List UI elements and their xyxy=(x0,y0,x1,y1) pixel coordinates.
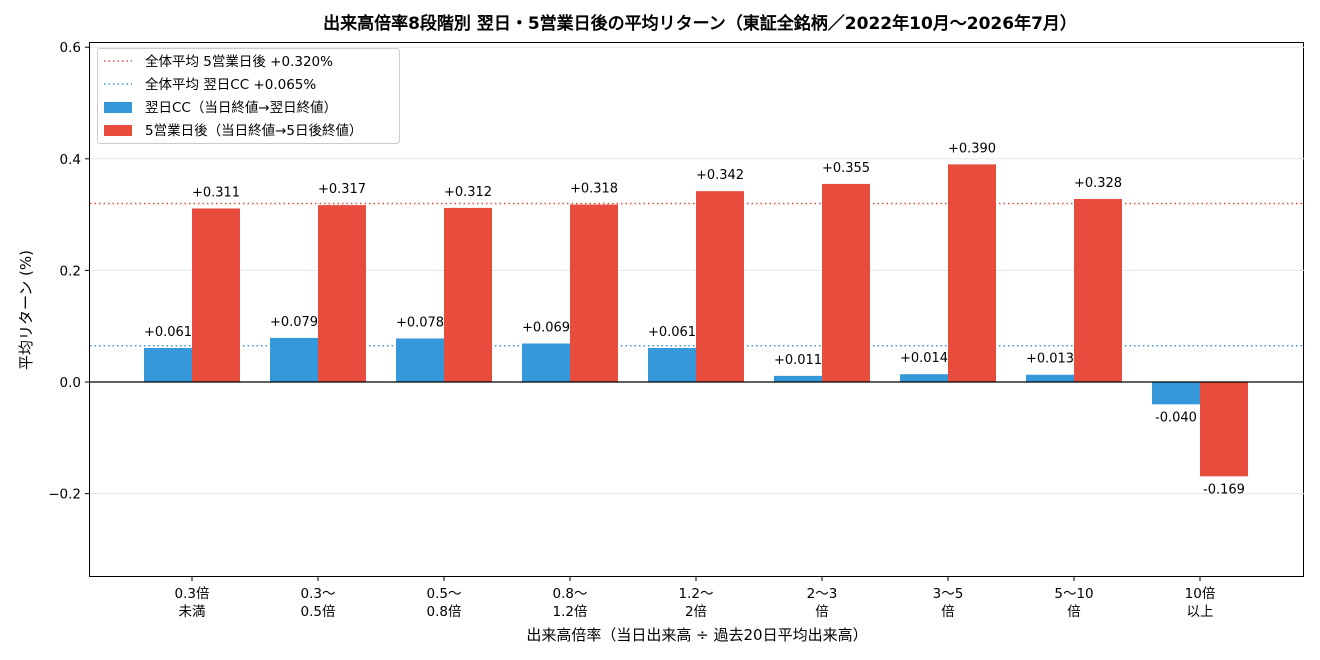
x-tick-label: 2〜3 xyxy=(807,586,838,602)
bar xyxy=(396,338,444,382)
legend-label: 5営業日後（当日終値→5日後終値） xyxy=(145,123,363,139)
legend-label: 全体平均 5営業日後 +0.320% xyxy=(145,53,333,70)
data-label: +0.079 xyxy=(270,315,318,330)
x-axis-label: 出来高倍率（当日出来高 ÷ 過去20日平均出来高） xyxy=(526,626,867,644)
x-tick-label: 以上 xyxy=(1187,604,1214,620)
y-axis-label: 平均リターン (%) xyxy=(17,250,35,370)
data-label: +0.317 xyxy=(318,182,366,197)
bar xyxy=(1026,374,1074,382)
x-tick-label: 10倍 xyxy=(1185,586,1216,602)
x-tick-label: 2倍 xyxy=(685,604,707,620)
x-tick-label: 倍 xyxy=(815,604,829,620)
y-tick-label: 0.0 xyxy=(60,375,81,391)
bar xyxy=(1074,198,1122,382)
x-tick-label: 5〜10 xyxy=(1054,586,1093,602)
x-tick-label: 1.2倍 xyxy=(553,604,588,620)
x-tick-label: 未満 xyxy=(179,604,206,620)
x-tick-label: 0.5〜 xyxy=(427,586,462,602)
x-tick-label: 倍 xyxy=(1067,604,1081,620)
y-tick-label: 0.2 xyxy=(60,263,81,279)
y-tick-label: 0.6 xyxy=(60,40,81,56)
bar xyxy=(318,205,366,382)
x-tick-label: 1.2〜 xyxy=(679,586,714,602)
data-label: +0.312 xyxy=(444,185,492,200)
bar xyxy=(1200,382,1248,477)
bar xyxy=(1152,382,1200,405)
x-tick-label: 0.8〜 xyxy=(553,586,588,602)
x-tick-label: 倍 xyxy=(941,604,955,620)
bar xyxy=(696,191,744,382)
data-label: +0.078 xyxy=(396,315,444,330)
legend-swatch xyxy=(104,102,132,113)
x-tick-label: 0.8倍 xyxy=(427,604,462,620)
y-axis-ticks: −0.2 0.0 0.2 0.4 0.6 xyxy=(48,40,90,503)
x-tick-label: 0.3倍 xyxy=(175,586,210,602)
legend-swatch xyxy=(104,125,132,136)
bar xyxy=(144,347,192,382)
bar xyxy=(444,207,492,382)
bar xyxy=(270,337,318,382)
data-label: -0.040 xyxy=(1155,410,1197,425)
data-label: +0.061 xyxy=(144,325,192,340)
data-label: +0.318 xyxy=(570,182,618,197)
legend-label: 翌日CC（当日終値→翌日終値） xyxy=(145,100,337,116)
y-tick-label: −0.2 xyxy=(48,487,81,503)
x-tick-label: 3〜5 xyxy=(933,586,964,602)
y-tick-label: 0.4 xyxy=(60,152,81,168)
data-label: -0.169 xyxy=(1203,482,1245,497)
data-label: +0.355 xyxy=(822,161,870,176)
bar xyxy=(570,204,618,382)
data-label: +0.390 xyxy=(948,141,996,156)
chart-title: 出来高倍率8段階別 翌日・5営業日後の平均リターン（東証全銘柄／2022年10月… xyxy=(323,13,1077,34)
bar xyxy=(192,208,240,382)
legend: 全体平均 5営業日後 +0.320% 全体平均 翌日CC +0.065% 翌日CC（… xyxy=(97,48,400,144)
bar xyxy=(522,343,570,382)
bar xyxy=(774,375,822,382)
data-label: +0.011 xyxy=(774,353,822,368)
x-tick-label: 0.3〜 xyxy=(301,586,336,602)
bar xyxy=(900,374,948,382)
legend-label: 全体平均 翌日CC +0.065% xyxy=(145,76,316,93)
data-label: +0.013 xyxy=(1026,352,1074,367)
bar xyxy=(648,347,696,382)
bar xyxy=(948,164,996,382)
x-tick-label: 0.5倍 xyxy=(301,604,336,620)
data-label: +0.342 xyxy=(696,168,744,183)
data-label: +0.061 xyxy=(648,325,696,340)
bars xyxy=(144,164,1248,477)
data-label: +0.069 xyxy=(522,320,570,335)
legend-frame xyxy=(97,48,400,144)
bar xyxy=(822,183,870,382)
data-label: +0.328 xyxy=(1074,176,1122,191)
data-label: +0.311 xyxy=(192,185,240,200)
data-labels: +0.061 +0.311 +0.079 +0.317 +0.078 +0.312 +0.0… xyxy=(144,141,1245,497)
data-label: +0.014 xyxy=(900,351,948,366)
